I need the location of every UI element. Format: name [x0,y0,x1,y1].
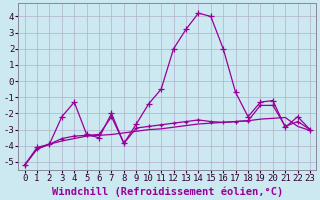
X-axis label: Windchill (Refroidissement éolien,°C): Windchill (Refroidissement éolien,°C) [52,186,283,197]
